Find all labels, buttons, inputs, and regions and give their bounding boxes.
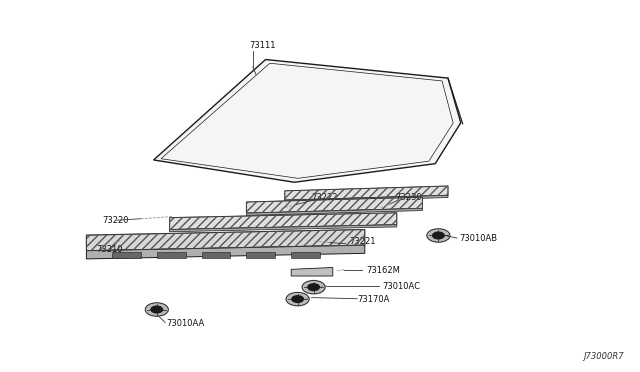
Circle shape xyxy=(427,229,450,242)
Text: 73210: 73210 xyxy=(96,245,122,254)
Polygon shape xyxy=(246,252,275,258)
Text: 73010AC: 73010AC xyxy=(383,282,420,291)
Polygon shape xyxy=(202,252,230,258)
Circle shape xyxy=(145,303,168,316)
Polygon shape xyxy=(170,225,397,232)
Circle shape xyxy=(302,280,325,294)
Polygon shape xyxy=(86,245,365,259)
Text: 73010AA: 73010AA xyxy=(166,319,205,328)
Circle shape xyxy=(433,232,444,239)
Text: 73220: 73220 xyxy=(102,216,129,225)
Circle shape xyxy=(286,292,309,306)
Text: 73221: 73221 xyxy=(349,237,375,246)
Polygon shape xyxy=(246,208,422,215)
Polygon shape xyxy=(291,252,320,258)
Polygon shape xyxy=(86,230,365,251)
Polygon shape xyxy=(291,267,333,276)
Circle shape xyxy=(308,284,319,291)
Text: 73170A: 73170A xyxy=(357,295,390,304)
Circle shape xyxy=(292,296,303,302)
Text: 73230: 73230 xyxy=(396,193,422,202)
Polygon shape xyxy=(285,186,448,200)
Text: 73111: 73111 xyxy=(250,41,276,50)
Text: 73010AB: 73010AB xyxy=(460,234,498,243)
Text: J73000R7: J73000R7 xyxy=(584,352,624,361)
Text: 73222: 73222 xyxy=(312,193,338,202)
Polygon shape xyxy=(154,60,461,182)
Text: 73162M: 73162M xyxy=(366,266,400,275)
Circle shape xyxy=(151,306,163,313)
Polygon shape xyxy=(157,252,186,258)
Polygon shape xyxy=(246,197,422,213)
Polygon shape xyxy=(112,252,141,258)
Polygon shape xyxy=(170,213,397,230)
Polygon shape xyxy=(285,195,448,202)
